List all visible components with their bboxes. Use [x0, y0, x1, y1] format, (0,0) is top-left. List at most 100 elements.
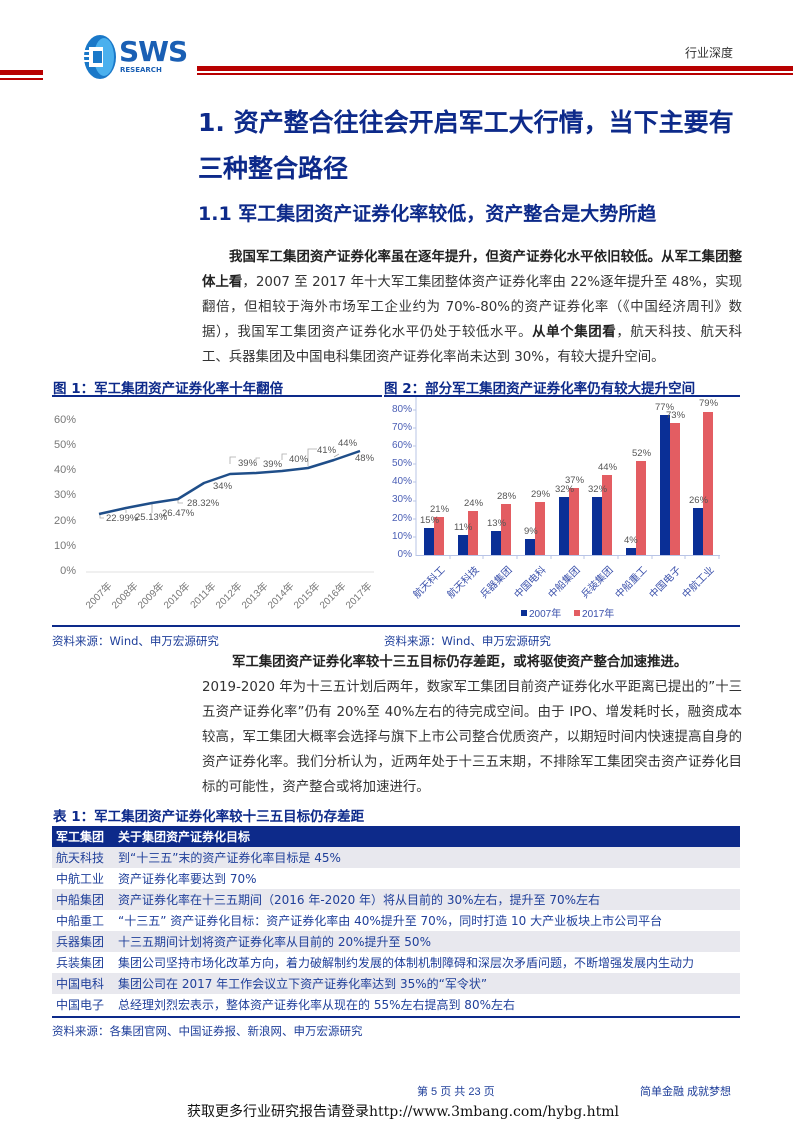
cell-target: “十三五” 资产证券化目标：资产证券化率由 40%提升至 70%，同时打造 10…: [118, 914, 663, 928]
data-label-2017: 29%: [531, 489, 551, 500]
y-tick: 60%: [53, 414, 76, 426]
data-label-2017: 37%: [565, 475, 585, 486]
data-label: 41%: [317, 445, 337, 456]
para2-text: 2019-2020 年为十三五计划后两年，数家军工集团目前资产证券化水平距离已提…: [202, 680, 742, 795]
data-label-2017: 73%: [666, 410, 686, 421]
data-label: 39%: [263, 459, 283, 470]
section-heading-1-1: 1.1 军工集团资产证券化率较低，资产整合是大势所趋: [198, 203, 657, 225]
cell-group: 中船重工: [56, 914, 105, 928]
table-row: 兵装集团 集团公司坚持市场化改革方向，着力破解制约发展的体制机制障碍和深层次矛盾问…: [52, 952, 740, 973]
data-label-2007: 26%: [689, 495, 709, 506]
cell-group: 兵器集团: [52, 931, 114, 952]
para1-bold-1: 我国军工集团资产证券化率虽在逐年提升，但资产证券化水平依旧较低。从军工集团整体上…: [202, 250, 742, 290]
table-row: 航天科技 到“十三五”末的资产证券化率目标是 45%: [52, 847, 740, 868]
cell-target: 到“十三五”末的资产证券化率目标是 45%: [114, 847, 740, 868]
y-tick: 20%: [391, 513, 412, 524]
para1-text-1: ，2007 至 2017 年十大军工集团整体资产证券化率由 22%逐年提升至 4…: [202, 275, 742, 340]
cell-group: 兵装集团: [56, 956, 105, 970]
legend-swatch-icon: [521, 610, 527, 616]
table-1-source: 资料来源：各集团官网、中国证券报、新浪网、申万宏源研究: [52, 1024, 363, 1038]
y-tick: 0%: [60, 565, 76, 577]
y-tick: 70%: [391, 422, 412, 433]
figure-2-title: 图 2：部分军工集团资产证券化率仍有较大提升空间: [384, 381, 696, 397]
para1-text-2: ，航天科技、航天科工、兵器集团及中国电科集团资产证券化率尚未达到 30%，有较大…: [202, 325, 743, 365]
table-row: 中国电科 集团公司在 2017 年工作会议立下资产证券化率达到 35%的“军令状”: [52, 973, 740, 994]
figure-1-line-chart: 60% 50% 40% 30% 20% 10% 0% 22.99% 25.13%…: [0, 0, 385, 625]
chart-legend: 2007年 2017年: [521, 605, 614, 620]
paragraph-1: 我国军工集团资产证券化率虽在逐年提升，但资产证券化水平依旧较低。从军工集团整体上…: [202, 245, 742, 370]
cell-target: 集团公司在 2017 年工作会议立下资产证券化率达到 35%的“军令状”: [114, 973, 740, 994]
data-label-2007: 15%: [420, 515, 440, 526]
header-rule-left-thin: [0, 78, 43, 80]
table-row: 兵器集团 十三五期间计划将资产证券化率从目前的 20%提升至 50%: [52, 931, 740, 952]
data-label-2007: 32%: [588, 484, 608, 495]
figure-1-title-rule: [52, 395, 382, 397]
line-series: [86, 448, 374, 573]
y-tick: 50%: [53, 439, 76, 451]
table-1: 军工集团 关于集团资产证券化目标 航天科技 到“十三五”末的资产证券化率目标是 4…: [52, 826, 740, 1015]
header-rule-left-thick: [0, 70, 43, 75]
table-bottom-rule: [52, 1016, 740, 1018]
data-label: 44%: [338, 438, 358, 449]
y-tick: 10%: [53, 540, 76, 552]
data-label: 34%: [213, 481, 233, 492]
para1-bold-2: 从单个集团看: [532, 325, 617, 340]
y-tick: 60%: [391, 440, 412, 451]
figure-2-title-rule: [384, 395, 740, 397]
y-tick: 10%: [391, 531, 412, 542]
data-label-2017: 44%: [598, 462, 618, 473]
cell-target: 十三五期间计划将资产证券化率从目前的 20%提升至 50%: [114, 931, 740, 952]
col-header-group: 军工集团: [52, 826, 114, 847]
cell-target: 资产证券化率要达到 70%: [118, 872, 257, 886]
figures-bottom-rule: [52, 625, 740, 627]
figure-2-source: 资料来源：Wind、申万宏源研究: [384, 634, 551, 648]
data-label: 22.99%: [106, 513, 139, 524]
y-tick: 50%: [391, 458, 412, 469]
data-label-2007: 13%: [487, 518, 507, 529]
header-rule-right-thin: [197, 73, 793, 75]
data-label-2007: 9%: [524, 526, 538, 537]
watermark-link[interactable]: 获取更多行业研究报告请登录http://www.3mbang.com/hybg.…: [187, 1104, 619, 1120]
paragraph-2: 军工集团资产证券化率较十三五目标仍存差距，或将驱使资产整合加速推进。 2019-…: [202, 650, 742, 800]
table-header-row: 军工集团 关于集团资产证券化目标: [52, 826, 740, 847]
table-row: 中国电子 总经理刘烈宏表示，整体资产证券化率从现在的 55%左右提高到 80%左右: [52, 994, 740, 1015]
data-label-2017: 21%: [430, 504, 450, 515]
figure-2-bar-chart: 80% 70% 60% 50% 40% 30% 20% 10% 0%: [391, 397, 720, 620]
figure-1-title: 图 1：军工集团资产证券化率十年翻倍: [53, 381, 284, 397]
cell-target: 总经理刘烈宏表示，整体资产证券化率从现在的 55%左右提高到 80%左右: [118, 998, 515, 1012]
cell-target: 资产证券化率在十三五期间（2016 年-2020 年）将从目前的 30%左右，提…: [114, 889, 740, 910]
y-tick: 40%: [53, 464, 76, 476]
sws-globe-icon: [83, 35, 116, 79]
y-tick: 80%: [391, 404, 412, 415]
data-label-2007: 4%: [624, 535, 638, 546]
data-label-2017: 52%: [632, 448, 652, 459]
table-row: 中航工业 资产证券化率要达到 70%: [52, 868, 740, 889]
page-number: 第 5 页 共 23 页: [417, 1086, 495, 1098]
bar-series: [413, 397, 720, 559]
report-type-tag: 行业深度: [684, 46, 733, 60]
cell-group: 中国电科: [52, 973, 114, 994]
table-row: 中船集团 资产证券化率在十三五期间（2016 年-2020 年）将从目前的 30%…: [52, 889, 740, 910]
cell-group: 中船集团: [52, 889, 114, 910]
y-tick: 20%: [53, 515, 76, 527]
data-label: 39%: [238, 458, 258, 469]
cell-group: 中国电子: [56, 998, 105, 1012]
legend-item-2007: 2007年: [521, 609, 561, 620]
data-label-2017: 24%: [464, 498, 484, 509]
logo-subtext: RESEARCH: [120, 66, 162, 74]
para2-bold: 军工集团资产证券化率较十三五目标仍存差距，或将驱使资产整合加速推进。: [232, 655, 688, 670]
figure-1-source: 资料来源：Wind、申万宏源研究: [52, 634, 219, 648]
y-tick: 40%: [391, 476, 412, 487]
header-rule-right-thick: [197, 66, 793, 71]
section-heading-1: 1. 资产整合往往会开启军工大行情，当下主要有三种整合路径: [198, 108, 734, 183]
data-label: 48%: [355, 453, 375, 464]
table-row: 中船重工 “十三五” 资产证券化目标：资产证券化率由 40%提升至 70%，同时打…: [52, 910, 740, 931]
legend-item-2017: 2017年: [574, 609, 614, 620]
cell-target: 集团公司坚持市场化改革方向，着力破解制约发展的体制机制障碍和深层次矛盾问题，不断…: [118, 956, 695, 970]
data-label-2007: 11%: [454, 522, 473, 533]
data-label-2007: 32%: [555, 484, 575, 495]
data-label: 28.32%: [187, 498, 220, 509]
footer-slogan: 简单金融 成就梦想: [640, 1086, 732, 1098]
y-tick: 0%: [397, 549, 412, 560]
data-label-2017: 79%: [699, 398, 719, 409]
